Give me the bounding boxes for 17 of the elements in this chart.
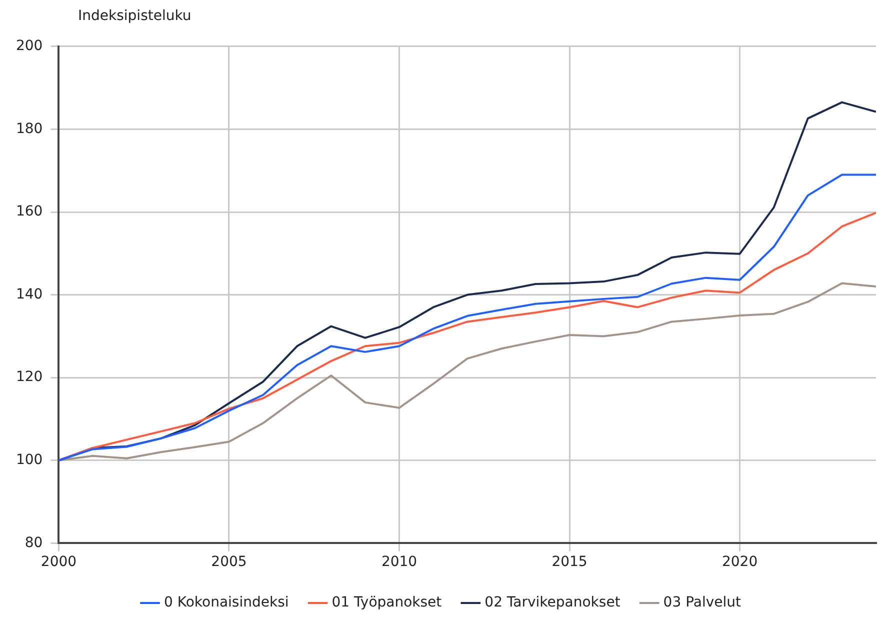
y-tick-label: 80 xyxy=(24,534,43,551)
x-tick-label: 2000 xyxy=(40,554,77,570)
y-tick-label: 200 xyxy=(16,38,43,54)
y-tick-label: 120 xyxy=(16,369,43,386)
y-tick-label: 180 xyxy=(16,120,43,137)
x-tick-label: 2020 xyxy=(722,554,758,570)
y-tick-label: 160 xyxy=(16,204,43,220)
y-axis-title: Indeksipisteluku xyxy=(78,8,192,26)
y-tick-label: 140 xyxy=(16,286,43,302)
y-tick-label: 100 xyxy=(16,452,43,468)
legend-label: 02 Tarvikepanokset xyxy=(484,594,621,611)
x-tick-label: 2010 xyxy=(381,554,418,570)
x-tick-label: 2015 xyxy=(552,554,588,570)
legend-label: 03 Palvelut xyxy=(663,594,742,611)
x-tick-label: 2005 xyxy=(211,554,247,570)
legend-label: 0 Kokonaisindeksi xyxy=(164,594,289,611)
legend-label: 01 Työpanokset xyxy=(332,594,442,611)
